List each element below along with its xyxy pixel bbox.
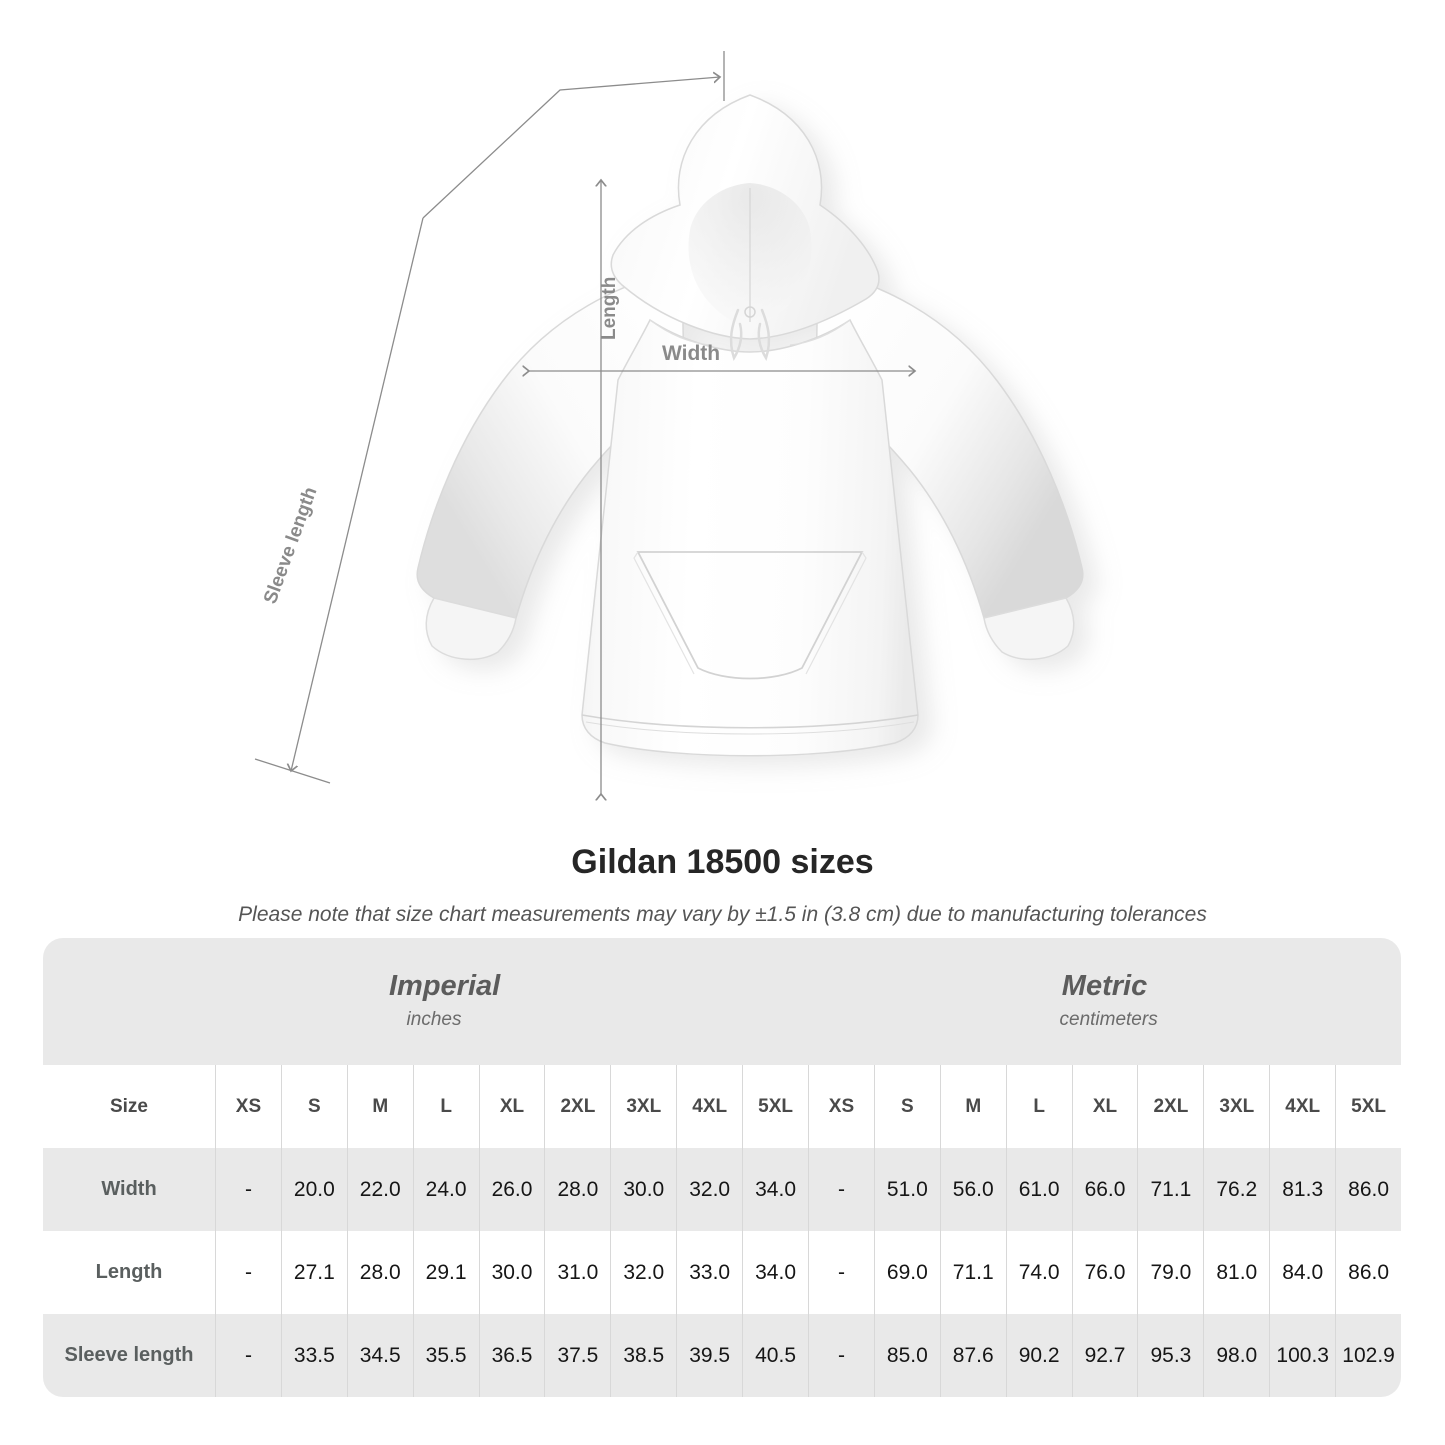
svg-text:Sleeve length: Sleeve length xyxy=(260,484,322,606)
svg-text:Length: Length xyxy=(599,277,620,340)
svg-text:Width: Width xyxy=(662,342,720,365)
